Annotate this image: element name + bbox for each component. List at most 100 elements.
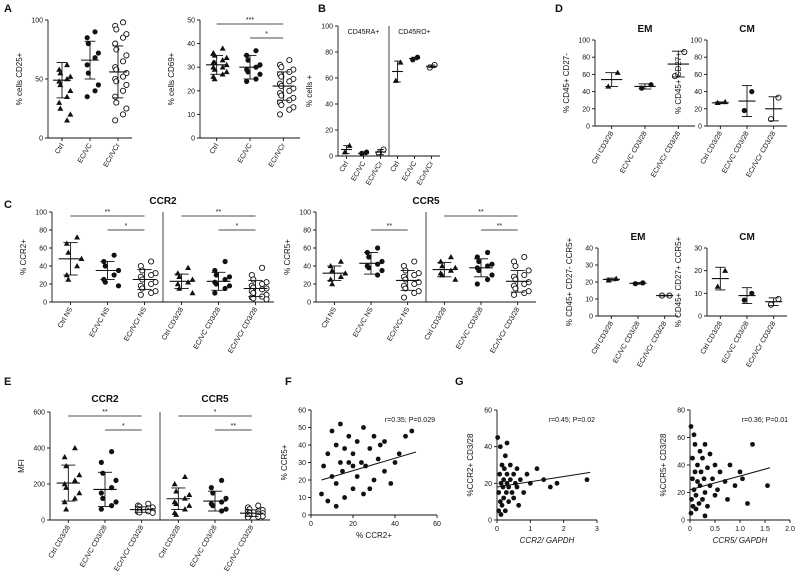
a1-category-label: Ctrl — [54, 142, 66, 155]
c2-data-point — [521, 280, 528, 288]
g2-y-tick-label: 80 — [677, 408, 685, 415]
a2-data-point — [244, 78, 250, 84]
f-x-label: % CCR2+ — [356, 531, 392, 540]
c2-y-label: % CCR5+ — [283, 239, 292, 275]
a1-data-point — [56, 66, 63, 72]
c1-data-point — [226, 283, 233, 289]
g2-data-point — [702, 441, 708, 447]
a2-data-point — [211, 66, 218, 72]
e-subgroup-label: CCR5 — [201, 394, 229, 405]
g1-data-point — [514, 484, 520, 490]
a2-data-point — [286, 106, 293, 113]
panel-letter-e: E — [4, 376, 11, 388]
a1-data-point — [67, 87, 74, 94]
g2-data-point — [712, 492, 718, 498]
g2-data-point — [688, 510, 694, 516]
g2-x-tick-label: 0 — [688, 526, 692, 533]
g2-data-point — [695, 479, 700, 484]
d2-y-tick-label: 100 — [690, 38, 702, 45]
e-data-point — [71, 477, 78, 483]
d2-data-point — [775, 94, 782, 101]
g2-data-point — [745, 501, 750, 506]
f-data-point — [338, 460, 343, 465]
c2-data-point — [476, 267, 482, 274]
e-category-label: ECr/VCr CD3/28 — [113, 524, 145, 572]
b-y-tick-label: 80 — [325, 50, 333, 57]
a1-data-point — [113, 26, 120, 33]
g1-data-point — [496, 490, 502, 495]
e-data-point — [98, 490, 104, 496]
b-y-tick-label: 0 — [329, 154, 333, 161]
f-data-point — [319, 491, 324, 497]
c2-category-label: Ctrl CD3/28 — [424, 306, 448, 341]
a1-data-point — [112, 117, 119, 124]
c2-category-label: ECr/VCr NS — [386, 306, 411, 342]
d1-y-tick-label: 0 — [586, 124, 590, 131]
panel-letter-b: B — [318, 3, 326, 15]
c1-y-tick-label: 20 — [39, 282, 47, 289]
g2-data-point — [717, 469, 723, 475]
d1-y-tick-label: 40 — [582, 89, 590, 96]
a2-data-point — [211, 59, 218, 65]
c1-data-point — [174, 281, 181, 287]
e-data-point — [61, 499, 68, 505]
c2-data-point — [525, 267, 532, 274]
e-significance-label: * — [122, 423, 125, 430]
a2-data-point — [257, 62, 263, 68]
c1-data-point — [137, 291, 144, 298]
c2-significance-label: ** — [387, 223, 393, 230]
c1-data-point — [222, 258, 228, 265]
g2-y-tick-label: 20 — [677, 490, 685, 497]
b-category-label: ECr/VCr — [365, 160, 384, 187]
c2-data-point — [447, 254, 454, 260]
g2-data-point — [705, 465, 710, 471]
c2-data-point — [485, 249, 491, 256]
a2-y-tick-label: 20 — [187, 88, 195, 95]
e-data-point — [223, 495, 229, 501]
a2-data-point — [278, 64, 285, 71]
a1-data-point — [84, 94, 90, 100]
c1-data-point — [148, 271, 155, 279]
c1-data-point — [111, 272, 117, 278]
a2-data-point — [276, 111, 284, 118]
g2-data-point — [740, 476, 745, 482]
g2-x-tick-label: 1.0 — [735, 526, 745, 533]
a1-data-point — [64, 117, 71, 123]
g1-y-tick-label: 20 — [484, 481, 492, 488]
f-data-point — [371, 477, 377, 483]
c2-data-point — [411, 258, 418, 265]
c2-data-point — [329, 267, 336, 273]
c1-title: CCR2 — [149, 196, 177, 207]
f-annotation: r=0.35; P=0.029 — [385, 417, 435, 424]
f-y-label: % CCR5+ — [280, 444, 289, 480]
g2-data-point — [688, 424, 694, 429]
d4-data-point — [767, 301, 775, 308]
e-category-label: EC/VC CD3/28 — [79, 524, 109, 568]
c1-data-point — [263, 296, 270, 303]
f-data-point — [350, 451, 356, 457]
a1-data-point — [123, 52, 130, 59]
g1-data-point — [521, 490, 527, 495]
d3-category-label: ECr/VCr CD3/28 — [636, 320, 668, 368]
g2-data-point — [698, 469, 704, 475]
g1-y-tick-label: 40 — [484, 444, 492, 451]
g2-data-point — [691, 432, 697, 438]
e-data-point — [109, 449, 115, 455]
panel-letter-f: F — [285, 376, 292, 388]
b-category-label: Ctrl — [390, 160, 402, 173]
c2-data-point — [474, 281, 480, 287]
e-y-tick-label: 0 — [41, 518, 45, 525]
g2-data-point — [701, 476, 707, 482]
f-data-point — [350, 463, 356, 469]
b-category-label: EC/VC — [350, 161, 367, 183]
d2-y-tick-label: 80 — [694, 55, 702, 62]
c2-data-point — [375, 245, 381, 251]
f-data-point — [392, 460, 398, 465]
c1-category-label: ECr/VCr CD3/28 — [227, 306, 259, 354]
g2-data-point — [710, 476, 715, 482]
c2-category-label: EC/VC NS — [352, 306, 375, 338]
f-data-point — [409, 428, 415, 434]
e-data-point — [173, 488, 180, 494]
